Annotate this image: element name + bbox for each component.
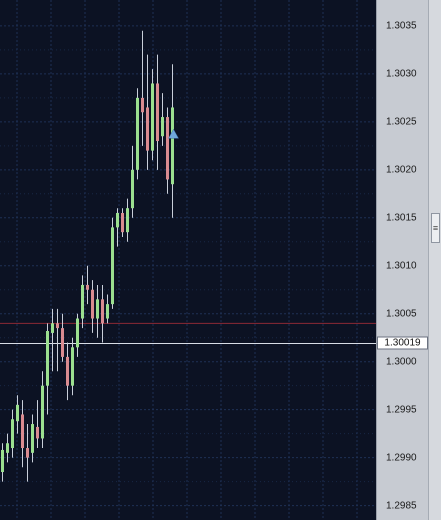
candle-body-16 <box>81 284 84 319</box>
price-tick-label: 1.3020 <box>386 164 417 176</box>
candle-body-12 <box>61 328 64 357</box>
candle-body-15 <box>76 318 79 348</box>
price-tick-label: 1.3005 <box>386 308 417 320</box>
price-tick-label: 1.2985 <box>386 500 417 512</box>
chart-area[interactable] <box>0 0 376 520</box>
candlestick-chart[interactable] <box>0 0 376 520</box>
splitter-handle[interactable]: ≡ <box>431 213 440 243</box>
candle-body-22 <box>111 227 114 305</box>
candle-body-14 <box>71 347 74 386</box>
price-tick-label: 1.3010 <box>386 260 417 272</box>
current-price-tag: 1.30019 <box>377 336 428 350</box>
candle-body-32 <box>161 117 164 137</box>
candle-body-29 <box>146 107 149 151</box>
candle-body-24 <box>121 212 124 233</box>
candle-body-1 <box>6 443 9 453</box>
price-tick-label: 1.3015 <box>386 212 417 224</box>
candle-body-25 <box>126 208 129 233</box>
price-tick-label: 1.3025 <box>386 116 417 128</box>
price-tick-label: 1.2995 <box>386 404 417 416</box>
candle-body-9 <box>46 330 49 386</box>
candle-body-0 <box>1 449 4 473</box>
candle-body-13 <box>66 356 69 386</box>
side-strip: ≡ <box>428 0 441 520</box>
candle-body-19 <box>96 299 99 319</box>
candle-body-17 <box>86 284 89 290</box>
candle-body-33 <box>166 117 169 180</box>
candle-body-2 <box>11 419 14 449</box>
price-axis[interactable]: 1.3035 1.3030 1.3025 1.3020 1.3015 1.3010 1.30… <box>376 0 428 520</box>
candle-body-30 <box>151 83 154 151</box>
price-tick-label: 1.3030 <box>386 68 417 80</box>
price-tick-label: 1.2990 <box>386 452 417 464</box>
candle-body-26 <box>131 169 134 209</box>
price-tick-label: 1.3000 <box>386 356 417 368</box>
candle-body-7 <box>36 426 39 439</box>
candle-body-4 <box>21 414 24 449</box>
candle-body-18 <box>91 289 94 319</box>
candle-body-21 <box>106 304 109 319</box>
candle-body-28 <box>141 97 144 113</box>
candle-body-6 <box>31 424 34 453</box>
blue-triangle <box>168 128 179 139</box>
candle-body-8 <box>41 385 44 439</box>
candle-body-27 <box>136 97 139 170</box>
candle-body-11 <box>56 323 59 329</box>
candle-body-5 <box>26 448 29 458</box>
candle-body-20 <box>101 299 104 324</box>
grip-lines-icon: ≡ <box>432 223 439 233</box>
price-tick-label: 1.3035 <box>386 20 417 32</box>
candle-body-31 <box>156 83 159 142</box>
candle-body-23 <box>116 212 119 228</box>
candle-body-3 <box>16 404 19 422</box>
candle-body-34 <box>171 107 174 185</box>
candle-body-10 <box>51 323 54 333</box>
